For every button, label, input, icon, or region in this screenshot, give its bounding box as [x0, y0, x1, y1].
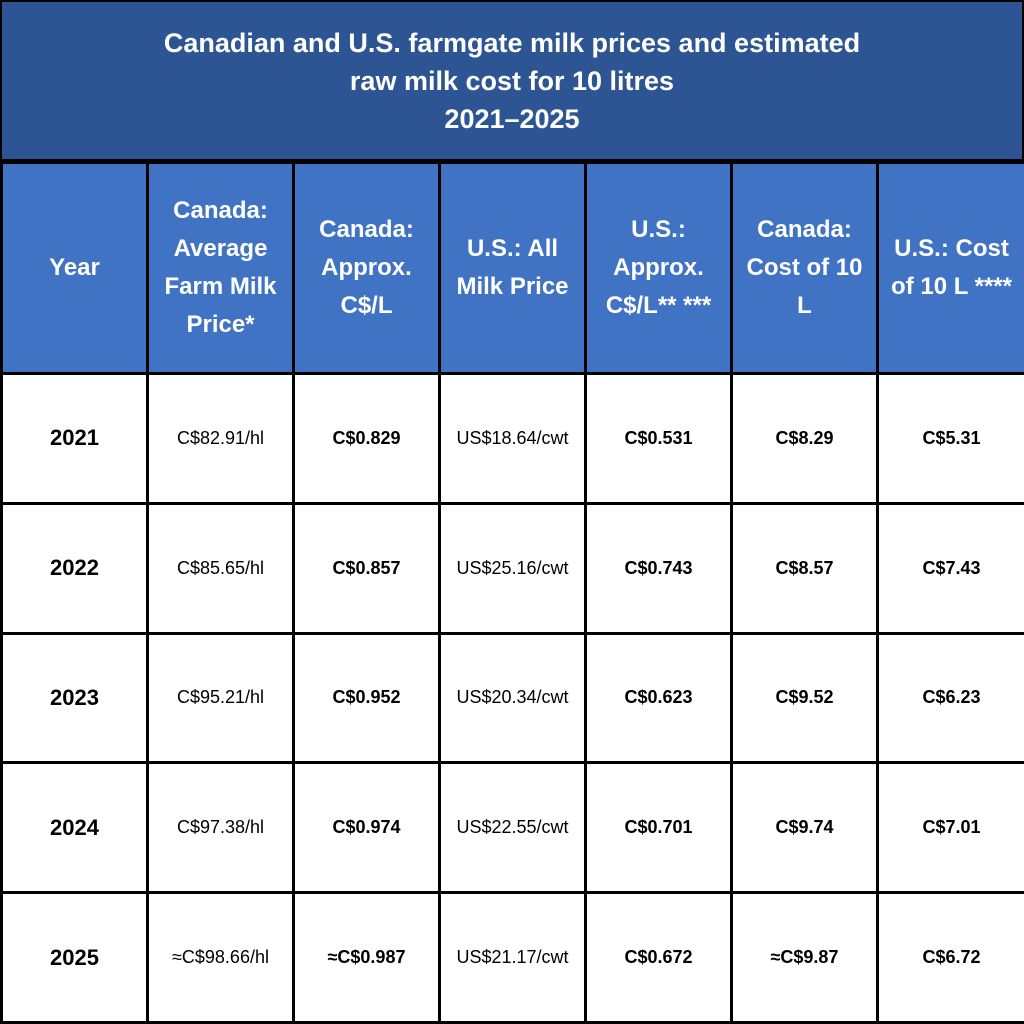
cell-us-approx-cad-per-litre: C$0.743	[587, 504, 730, 632]
table-row-2024: 2024 C$97.38/hl C$0.974 US$22.55/cwt C$0.701…	[3, 764, 1024, 892]
cell-year: 2021	[3, 375, 146, 502]
column-header-us-approx-cad-per-litre: U.S.: Approx. C$/L** ***	[587, 164, 730, 372]
cell-year: 2023	[3, 634, 146, 762]
table-title: Canadian and U.S. farmgate milk prices a…	[2, 2, 1022, 159]
cell-year: 2025	[3, 894, 146, 1021]
table-row-2023: 2023 C$95.21/hl C$0.952 US$20.34/cwt C$0.623…	[3, 634, 1024, 762]
column-header-canada-cost-of-10-l: Canada: Cost of 10 L	[733, 164, 876, 372]
column-header-year: Year	[3, 164, 146, 372]
cell-canada-approx-cad-per-litre: C$0.952	[295, 634, 438, 762]
cell-us-cost-of-10-l: C$7.01	[879, 764, 1024, 892]
title-line-3: 2021–2025	[444, 103, 580, 134]
column-header-canada-average-farm-milk-price: Canada: Average Farm Milk Price*	[149, 164, 292, 372]
cell-us-approx-cad-per-litre: C$0.531	[587, 375, 730, 502]
column-header-us-cost-of-10-l: U.S.: Cost of 10 L ****	[879, 164, 1024, 372]
cell-us-cost-of-10-l: C$7.43	[879, 504, 1024, 632]
title-line-2: raw milk cost for 10 litres	[349, 65, 675, 96]
cell-canada-average-farm-milk-price: ≈C$98.66/hl	[149, 894, 292, 1021]
cell-canada-average-farm-milk-price: C$95.21/hl	[149, 634, 292, 762]
cell-canada-approx-cad-per-litre: ≈C$0.987	[295, 894, 438, 1021]
table-body: 2021 C$82.91/hl C$0.829 US$18.64/cwt C$0.531…	[3, 375, 1024, 1021]
cell-us-cost-of-10-l: C$6.23	[879, 634, 1024, 762]
cell-us-all-milk-price: US$21.17/cwt	[441, 894, 584, 1021]
column-header-us-all-milk-price: U.S.: All Milk Price	[441, 164, 584, 372]
cell-us-approx-cad-per-litre: C$0.623	[587, 634, 730, 762]
table-row-2021: 2021 C$82.91/hl C$0.829 US$18.64/cwt C$0.531…	[3, 375, 1024, 502]
cell-us-approx-cad-per-litre: C$0.701	[587, 764, 730, 892]
table-row-2022: 2022 C$85.65/hl C$0.857 US$25.16/cwt C$0.743…	[3, 504, 1024, 632]
cell-us-all-milk-price: US$22.55/cwt	[441, 764, 584, 892]
cell-canada-approx-cad-per-litre: C$0.857	[295, 504, 438, 632]
cell-canada-cost-of-10-l: C$8.57	[733, 504, 876, 632]
cell-canada-average-farm-milk-price: C$85.65/hl	[149, 504, 292, 632]
title-line-1: Canadian and U.S. farmgate milk prices a…	[163, 27, 861, 58]
table-row-2025: 2025 ≈C$98.66/hl ≈C$0.987 US$21.17/cwt C$0.6…	[3, 894, 1024, 1021]
cell-canada-cost-of-10-l: C$9.52	[733, 634, 876, 762]
cell-canada-cost-of-10-l: C$9.74	[733, 764, 876, 892]
cell-canada-average-farm-milk-price: C$82.91/hl	[149, 375, 292, 502]
cell-us-cost-of-10-l: C$5.31	[879, 375, 1024, 502]
cell-canada-average-farm-milk-price: C$97.38/hl	[149, 764, 292, 892]
column-header-canada-approx-cad-per-litre: Canada: Approx. C$/L	[295, 164, 438, 372]
cell-us-all-milk-price: US$18.64/cwt	[441, 375, 584, 502]
cell-year: 2022	[3, 504, 146, 632]
cell-canada-cost-of-10-l: C$8.29	[733, 375, 876, 502]
header-row: Year Canada: Average Farm Milk Price* Cana…	[3, 164, 1024, 372]
cell-us-cost-of-10-l: C$6.72	[879, 894, 1024, 1021]
cell-year: 2024	[3, 764, 146, 892]
cell-us-all-milk-price: US$20.34/cwt	[441, 634, 584, 762]
cell-canada-cost-of-10-l: ≈C$9.87	[733, 894, 876, 1021]
cell-canada-approx-cad-per-litre: C$0.829	[295, 375, 438, 502]
cell-canada-approx-cad-per-litre: C$0.974	[295, 764, 438, 892]
cell-us-approx-cad-per-litre: C$0.672	[587, 894, 730, 1021]
cell-us-all-milk-price: US$25.16/cwt	[441, 504, 584, 632]
price-table: Year Canada: Average Farm Milk Price* Cana…	[0, 161, 1024, 1024]
